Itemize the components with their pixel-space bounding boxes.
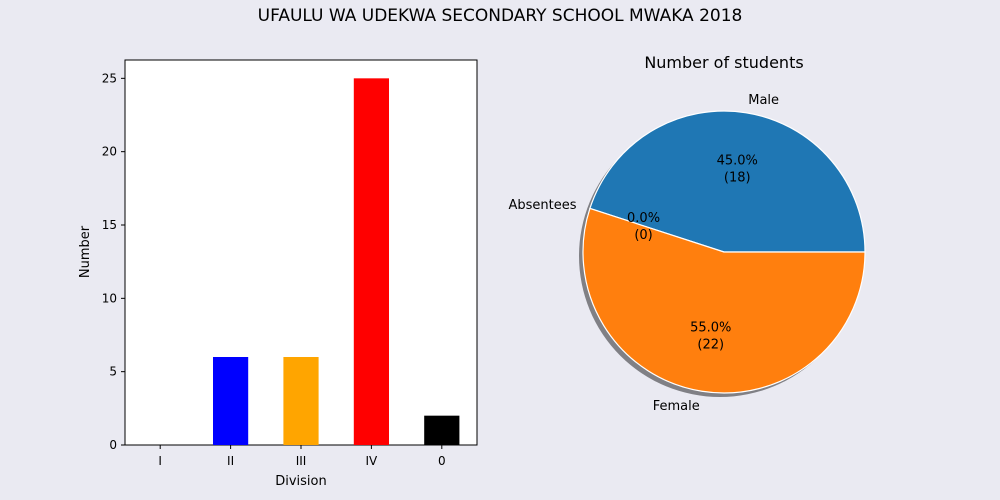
bar-II — [213, 357, 249, 445]
pie-slice-female — [582, 207, 866, 394]
bar-x-axis: I II III IV 0 — [158, 445, 446, 468]
pie-slices — [582, 110, 866, 394]
bar-y-axis: 0 5 10 15 20 25 — [102, 71, 125, 452]
pie-percent-label: 45.0% — [717, 153, 758, 168]
pie-label: Female — [653, 399, 700, 414]
pie-labels: Male 45.0% (18) Absentees 0.0% (0) Female 55.0%… — [508, 93, 779, 414]
bar-y-tick-label: 0 — [109, 438, 117, 452]
figure-title: UFAULU WA UDEKWA SECONDARY SCHOOL MWAKA … — [257, 6, 743, 26]
pie-label: Absentees — [508, 198, 576, 213]
pie-title: Number of students — [644, 53, 803, 72]
bar-y-tick-label: 25 — [102, 71, 117, 85]
pie-label: Male — [748, 93, 779, 108]
pie-percent-label: 55.0% — [690, 321, 731, 336]
pie-slice-male — [589, 110, 866, 253]
bar-y-tick-label: 5 — [109, 365, 117, 379]
pie-chart: Number of students Male 45.0% (18) Absentee… — [508, 53, 866, 414]
bar-0 — [424, 415, 460, 445]
bar-y-tick-label: 15 — [102, 218, 117, 232]
bar-x-tick-label: I — [158, 454, 162, 468]
bar-III — [283, 357, 319, 445]
pie-count-label: (18) — [724, 170, 751, 185]
bar-marks — [213, 78, 460, 445]
bar-x-axis-label: Division — [275, 474, 327, 489]
pie-count-label: (0) — [634, 228, 652, 243]
bar-x-tick-label: IV — [366, 454, 379, 468]
bar-y-tick-label: 10 — [102, 291, 117, 305]
bar-x-tick-label: 0 — [438, 454, 446, 468]
bar-x-tick-label: II — [227, 454, 234, 468]
bar-IV — [353, 78, 389, 445]
bar-y-axis-label: Number — [78, 225, 93, 278]
bar-y-tick-label: 20 — [102, 145, 117, 159]
pie-percent-label: 0.0% — [627, 211, 660, 226]
pie-count-label: (22) — [697, 338, 724, 353]
bar-x-tick-label: III — [296, 454, 307, 468]
